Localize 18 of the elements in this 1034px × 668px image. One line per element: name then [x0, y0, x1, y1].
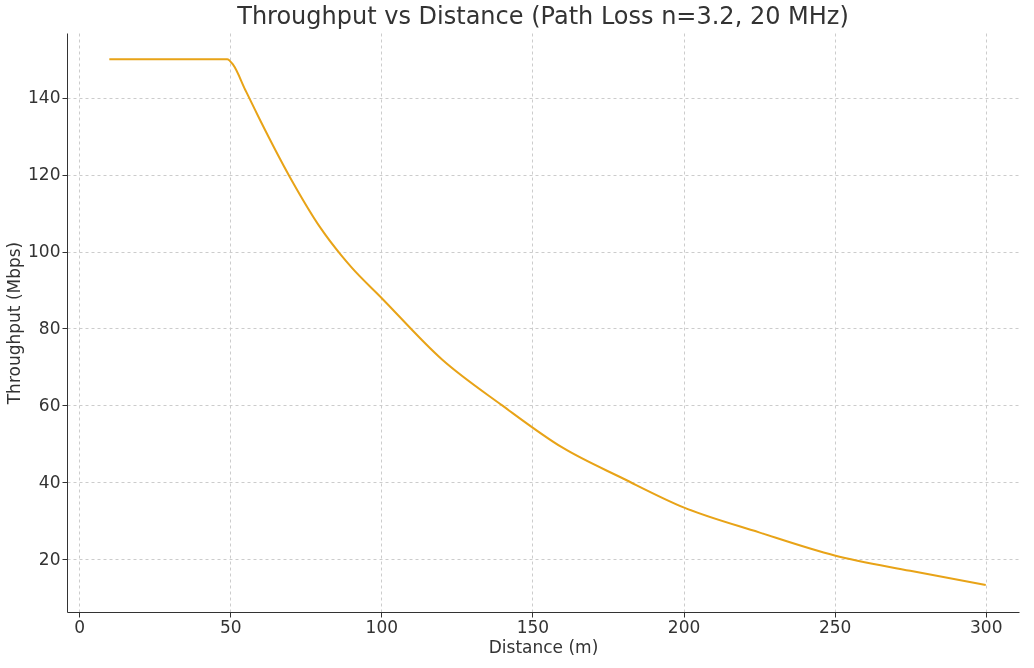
x-tick-label: 300: [970, 616, 1003, 637]
y-tick-label: 80: [38, 317, 61, 338]
y-tick-label: 40: [38, 471, 61, 492]
x-tick-label: 150: [516, 616, 550, 637]
y-axis-title: Throughput (Mbps): [4, 241, 25, 406]
chart-title: Throughput vs Distance (Path Loss n=3.2, 20 MHz): [236, 2, 849, 30]
x-tick-label: 0: [74, 616, 85, 637]
x-axis-title: Distance (m): [488, 636, 599, 657]
y-tick-label: 140: [28, 87, 61, 108]
y-tick-label: 20: [38, 548, 61, 569]
x-tick-label: 250: [818, 616, 852, 637]
x-tick-label: 100: [365, 616, 399, 637]
x-tick-label: 200: [667, 616, 701, 637]
line-series: [108, 58, 987, 587]
x-tick-label: 50: [219, 616, 242, 637]
y-tick-label: 100: [28, 241, 61, 262]
y-tick-label: 120: [28, 164, 61, 185]
y-tick-label: 60: [38, 394, 61, 415]
